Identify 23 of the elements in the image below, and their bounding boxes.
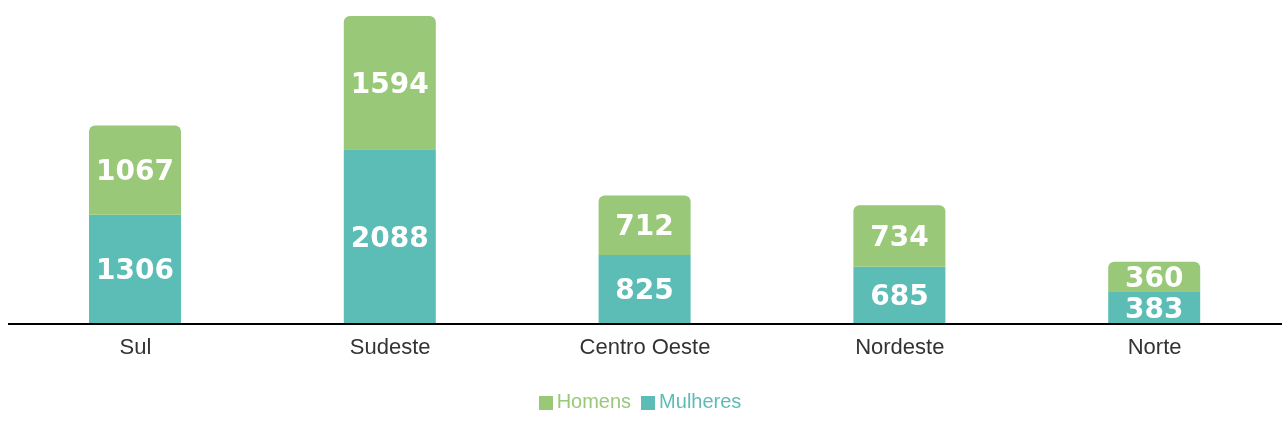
data-label: 1067 xyxy=(96,154,174,188)
bar xyxy=(343,149,436,324)
data-label: 1306 xyxy=(96,253,174,287)
data-label: 1594 xyxy=(350,66,429,100)
x-tick-label: Norte xyxy=(1127,333,1182,359)
bar xyxy=(89,214,181,324)
x-tick-label: Sudeste xyxy=(349,333,431,359)
data-label: 712 xyxy=(615,209,674,243)
data-label: 734 xyxy=(870,219,929,253)
data-label: 360 xyxy=(1124,260,1184,294)
bar xyxy=(89,125,181,215)
x-tick-label: Sul xyxy=(119,333,152,359)
legend-label: Homens xyxy=(556,390,632,412)
x-tick-label: Centro Oeste xyxy=(579,333,711,359)
bar xyxy=(598,195,691,255)
data-label: 383 xyxy=(1124,291,1184,325)
bar xyxy=(853,205,946,267)
bar xyxy=(343,16,436,150)
legend-label: Mulheres xyxy=(659,390,742,412)
x-tick-label: Nordeste xyxy=(855,333,945,359)
data-label: 2088 xyxy=(350,220,429,254)
data-label: 825 xyxy=(615,273,674,307)
data-label: 685 xyxy=(870,279,929,313)
